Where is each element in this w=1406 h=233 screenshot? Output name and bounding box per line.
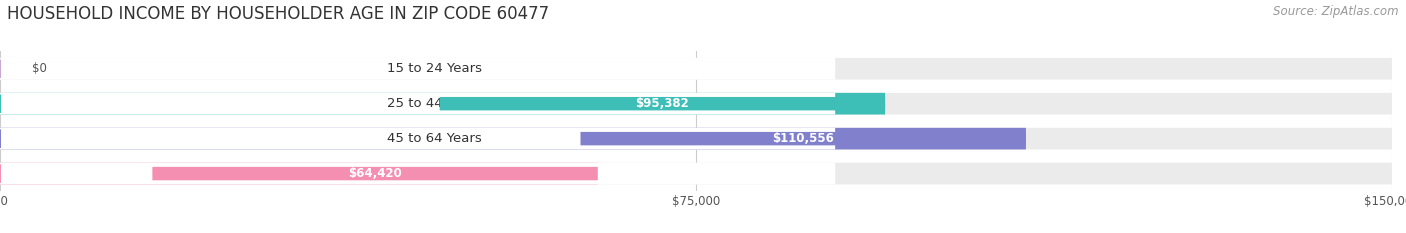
Text: 15 to 24 Years: 15 to 24 Years bbox=[387, 62, 482, 75]
FancyBboxPatch shape bbox=[0, 93, 1392, 115]
FancyBboxPatch shape bbox=[0, 163, 835, 185]
Text: HOUSEHOLD INCOME BY HOUSEHOLDER AGE IN ZIP CODE 60477: HOUSEHOLD INCOME BY HOUSEHOLDER AGE IN Z… bbox=[7, 5, 550, 23]
Text: 65+ Years: 65+ Years bbox=[401, 167, 468, 180]
FancyBboxPatch shape bbox=[0, 163, 598, 185]
Text: $0: $0 bbox=[32, 62, 48, 75]
FancyBboxPatch shape bbox=[0, 128, 1392, 150]
FancyBboxPatch shape bbox=[152, 167, 598, 180]
Text: 25 to 44 Years: 25 to 44 Years bbox=[387, 97, 482, 110]
FancyBboxPatch shape bbox=[440, 97, 886, 110]
FancyBboxPatch shape bbox=[0, 58, 1392, 80]
FancyBboxPatch shape bbox=[581, 132, 1026, 145]
FancyBboxPatch shape bbox=[0, 93, 835, 115]
Text: Source: ZipAtlas.com: Source: ZipAtlas.com bbox=[1274, 5, 1399, 18]
Text: $95,382: $95,382 bbox=[636, 97, 689, 110]
FancyBboxPatch shape bbox=[0, 58, 835, 80]
Text: 45 to 64 Years: 45 to 64 Years bbox=[387, 132, 482, 145]
FancyBboxPatch shape bbox=[0, 163, 1392, 185]
FancyBboxPatch shape bbox=[0, 93, 886, 115]
FancyBboxPatch shape bbox=[0, 128, 1026, 150]
FancyBboxPatch shape bbox=[0, 128, 835, 150]
Text: $110,556: $110,556 bbox=[772, 132, 834, 145]
Text: $64,420: $64,420 bbox=[349, 167, 402, 180]
